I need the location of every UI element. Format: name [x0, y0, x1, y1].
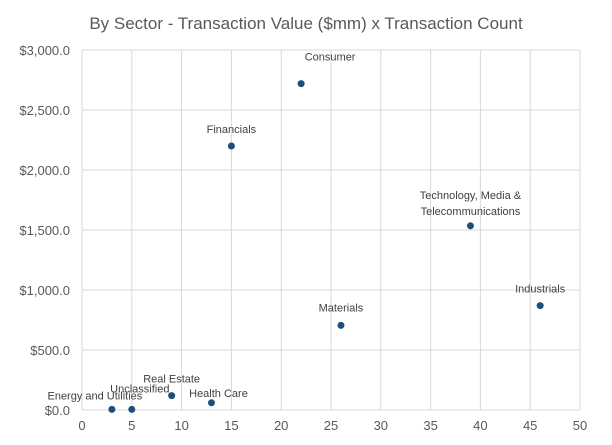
data-point: [168, 392, 176, 400]
data-point: [207, 399, 215, 407]
x-tick-label: 10: [174, 418, 188, 433]
x-tick-label: 40: [473, 418, 487, 433]
data-point: [337, 321, 345, 329]
y-tick-label: $1,000.0: [19, 283, 70, 298]
data-point: [227, 142, 235, 150]
x-tick-label: 25: [324, 418, 338, 433]
data-label: Consumer: [305, 52, 356, 64]
y-tick-label: $500.0: [30, 343, 70, 358]
y-tick-label: $2,500.0: [19, 103, 70, 118]
x-tick-label: 45: [523, 418, 537, 433]
chart-title: By Sector - Transaction Value ($mm) x Tr…: [89, 14, 523, 33]
x-tick-label: 0: [78, 418, 85, 433]
y-tick-label: $1,500.0: [19, 223, 70, 238]
y-tick-label: $3,000.0: [19, 43, 70, 58]
data-label: Real Estate: [143, 374, 200, 386]
data-label: Health Care: [189, 388, 248, 400]
data-point: [466, 222, 474, 230]
data-label: Technology, Media & Telecommunications: [420, 190, 522, 218]
data-label: Industrials: [515, 284, 566, 296]
x-tick-label: 50: [573, 418, 587, 433]
data-point: [128, 405, 136, 413]
data-label: Materials: [319, 302, 364, 314]
data-label: Financials: [207, 124, 257, 136]
x-tick-label: 30: [374, 418, 388, 433]
data-point: [297, 80, 305, 88]
x-tick-label: 20: [274, 418, 288, 433]
x-tick-label: 5: [128, 418, 135, 433]
data-point: [536, 302, 544, 310]
y-tick-label: $2,000.0: [19, 163, 70, 178]
x-tick-label: 35: [423, 418, 437, 433]
y-tick-label: $0.0: [45, 403, 70, 418]
x-tick-label: 15: [224, 418, 238, 433]
data-point: [108, 405, 116, 413]
data-label: Unclassified: [110, 383, 169, 395]
data-label: Energy and Utilities: [47, 390, 142, 402]
